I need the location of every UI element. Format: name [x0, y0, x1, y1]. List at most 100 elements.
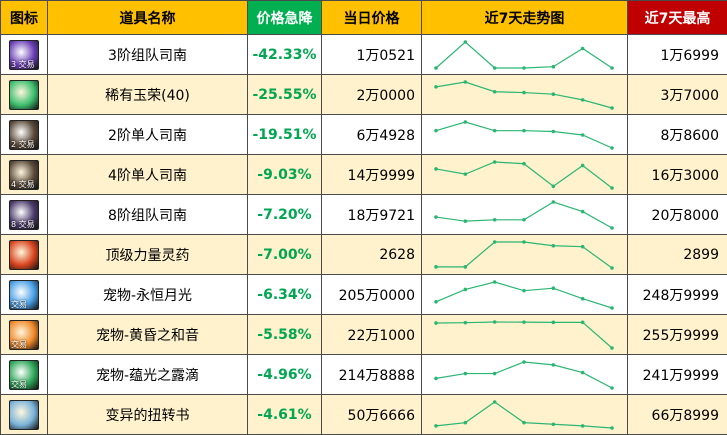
item-icon-cell: 交易 — [1, 275, 48, 315]
icon-label: 交易 — [11, 380, 27, 389]
item-name: 8阶组队司南 — [48, 195, 248, 235]
header-price: 当日价格 — [322, 1, 422, 35]
trend-sparkline — [422, 76, 626, 114]
current-price: 22万1000 — [322, 315, 422, 355]
week-max-price: 16万3000 — [628, 155, 727, 195]
trend-point — [552, 92, 556, 96]
trend-point — [581, 98, 585, 102]
trend-point — [434, 265, 438, 269]
trend-line — [436, 322, 612, 348]
item-name: 变异的扭转书 — [48, 395, 248, 435]
trend-line — [436, 202, 612, 228]
trend-point — [464, 420, 468, 424]
trend-point — [522, 90, 526, 94]
price-drop: -42.33% — [248, 35, 322, 75]
price-drop: -4.96% — [248, 355, 322, 395]
trend-point — [552, 422, 556, 426]
trend-point — [493, 128, 497, 132]
header-max: 近7天最高 — [628, 1, 727, 35]
trend-sparkline — [422, 396, 626, 434]
table-header-row: 图标 道具名称 价格急降 当日价格 近7天走势图 近7天最高 — [1, 1, 727, 35]
trend-sparkline — [422, 156, 626, 194]
trend-point — [581, 209, 585, 213]
week-max-price: 241万9999 — [628, 355, 727, 395]
trend-point — [552, 320, 556, 324]
trend-point — [552, 64, 556, 68]
current-price: 6万4928 — [322, 115, 422, 155]
trend-point — [464, 320, 468, 324]
trend-sparkline-cell — [422, 195, 628, 235]
trend-point — [464, 219, 468, 223]
trend-point — [434, 167, 438, 171]
icon-label: 4 交易 — [11, 180, 35, 189]
price-drop: -7.20% — [248, 195, 322, 235]
trend-point — [493, 217, 497, 221]
price-drop: -9.03% — [248, 155, 322, 195]
current-price: 2628 — [322, 235, 422, 275]
trend-point — [434, 300, 438, 304]
icon-label: 2 交易 — [11, 140, 35, 149]
trend-point — [434, 321, 438, 325]
trend-point — [522, 161, 526, 165]
current-price: 14万9999 — [322, 155, 422, 195]
item-icon-cell: 交易 — [1, 355, 48, 395]
week-max-price: 66万8999 — [628, 395, 727, 435]
purple-compass-icon: 8 交易 — [9, 200, 39, 230]
header-drop: 价格急降 — [248, 1, 322, 35]
trend-point — [610, 386, 614, 390]
trend-point — [610, 226, 614, 230]
trend-point — [552, 200, 556, 204]
trend-point — [464, 287, 468, 291]
trend-point — [464, 172, 468, 176]
week-max-price: 1万6999 — [628, 35, 727, 75]
trend-point — [434, 66, 438, 70]
item-icon-cell: 8 交易 — [1, 195, 48, 235]
trend-point — [552, 129, 556, 133]
orange-orb-icon: 交易 — [9, 320, 39, 350]
trend-point — [552, 286, 556, 290]
trend-point — [522, 288, 526, 292]
trend-point — [522, 360, 526, 364]
item-name: 稀有玉荣(40) — [48, 75, 248, 115]
trend-sparkline — [422, 316, 626, 354]
trend-sparkline-cell — [422, 355, 628, 395]
header-icon: 图标 — [1, 1, 48, 35]
item-name: 3阶组队司南 — [48, 35, 248, 75]
week-max-price: 248万9999 — [628, 275, 727, 315]
red-potion-icon — [9, 240, 39, 270]
trend-sparkline — [422, 36, 626, 74]
trend-point — [610, 346, 614, 350]
week-max-price: 255万9999 — [628, 315, 727, 355]
trend-point — [522, 128, 526, 132]
current-price: 205万0000 — [322, 275, 422, 315]
trend-point — [581, 46, 585, 50]
trend-sparkline-cell — [422, 155, 628, 195]
trend-point — [493, 320, 497, 324]
trend-sparkline-cell — [422, 235, 628, 275]
current-price: 2万0000 — [322, 75, 422, 115]
trend-point — [522, 217, 526, 221]
trend-point — [522, 240, 526, 244]
item-name: 宠物-永恒月光 — [48, 275, 248, 315]
icon-label: 3 交易 — [11, 60, 35, 69]
trend-point — [581, 424, 585, 428]
item-icon-cell — [1, 395, 48, 435]
icon-label: 交易 — [11, 340, 27, 349]
item-name: 顶级力量灵药 — [48, 235, 248, 275]
header-name: 道具名称 — [48, 1, 248, 35]
trend-sparkline — [422, 116, 626, 154]
trend-point — [493, 160, 497, 164]
trend-sparkline — [422, 356, 626, 394]
trend-point — [493, 89, 497, 93]
price-drop: -7.00% — [248, 235, 322, 275]
item-icon-cell: 2 交易 — [1, 115, 48, 155]
green-orb-icon: 交易 — [9, 360, 39, 390]
week-max-price: 3万7000 — [628, 75, 727, 115]
